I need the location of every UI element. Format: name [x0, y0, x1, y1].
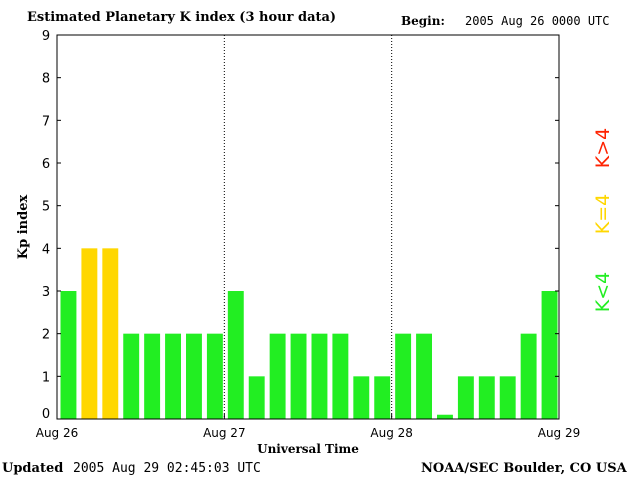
begin-value: 2005 Aug 26 0000 UTC [465, 14, 610, 28]
bar [478, 376, 495, 419]
x-ticks: Aug 26 Aug 27 Aug 28 Aug 29 [36, 414, 581, 440]
legend-item: K>4 [592, 128, 614, 168]
bar [227, 291, 244, 419]
legend: K<4 K=4 K>4 [592, 128, 614, 312]
legend-item: K=4 [592, 194, 614, 234]
bar [290, 333, 307, 419]
x-tick-label: Aug 26 [36, 426, 79, 440]
y-tick-label: 2 [42, 328, 50, 343]
bar [311, 333, 328, 419]
legend-item: K<4 [592, 272, 614, 312]
bar [395, 333, 412, 419]
y-ticks: 0 1 2 3 4 5 6 7 8 9 [42, 29, 559, 422]
bar [457, 376, 474, 419]
x-tick-label: Aug 28 [370, 426, 413, 440]
bar [81, 248, 98, 419]
bar [165, 333, 181, 419]
y-tick-label: 9 [42, 29, 50, 44]
bar [353, 376, 370, 419]
organization-label: NOAA/SEC Boulder, CO USA [421, 461, 627, 476]
bar [437, 414, 453, 419]
bar [144, 333, 161, 419]
bar [102, 248, 119, 419]
bar [60, 291, 77, 419]
plot-frame [56, 34, 560, 420]
y-tick-label: 7 [42, 114, 50, 129]
bar [206, 333, 223, 419]
y-tick-label: 1 [42, 370, 50, 385]
y-tick-label: 4 [42, 242, 50, 257]
bars [60, 248, 558, 419]
bar [269, 333, 286, 419]
bar [332, 333, 349, 419]
y-tick-label: 8 [42, 72, 50, 87]
x-axis-label: Universal Time [257, 442, 359, 456]
y-tick-label: 3 [42, 285, 50, 300]
bar [499, 376, 516, 419]
bar [416, 333, 432, 419]
bar [520, 333, 537, 419]
y-axis-label: Kp index [16, 195, 31, 260]
day-separators [223, 35, 393, 419]
y-tick-label: 0 [42, 407, 50, 422]
bar [123, 333, 140, 419]
y-tick-label: 5 [42, 200, 50, 215]
x-tick-label: Aug 29 [538, 426, 581, 440]
updated-value: 2005 Aug 29 02:45:03 UTC [73, 461, 261, 476]
begin-label: Begin: [401, 14, 445, 28]
bar [541, 291, 558, 419]
bar [248, 376, 265, 419]
bar [374, 376, 391, 419]
bar [186, 333, 202, 419]
updated-label: Updated [2, 461, 64, 476]
chart-title: Estimated Planetary K index (3 hour data… [27, 10, 337, 25]
x-tick-label: Aug 27 [203, 426, 246, 440]
y-tick-label: 6 [42, 157, 50, 172]
